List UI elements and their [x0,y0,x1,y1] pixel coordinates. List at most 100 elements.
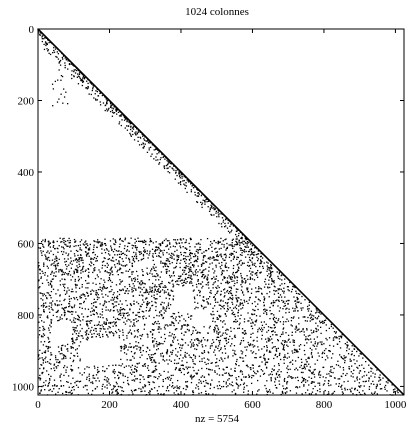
nonzero-marker [327,357,329,359]
nonzero-marker [328,349,330,352]
nonzero-marker [189,375,192,377]
nonzero-marker [252,313,254,316]
nonzero-marker [342,333,344,335]
nonzero-marker [48,259,51,262]
nonzero-marker [236,301,238,303]
nonzero-marker [233,345,236,347]
nonzero-marker [104,265,106,267]
nonzero-marker [197,338,199,340]
nonzero-marker [218,367,220,370]
nonzero-marker [112,238,114,240]
nonzero-marker [57,346,60,348]
nonzero-marker [173,387,175,389]
nonzero-marker [95,283,97,286]
nonzero-marker [327,379,330,382]
nonzero-marker [256,256,258,258]
nonzero-marker [167,293,169,296]
nonzero-marker [185,278,187,281]
nonzero-marker [283,356,285,359]
nonzero-marker [196,201,199,204]
nonzero-marker [108,250,110,252]
nonzero-marker [221,386,223,388]
nonzero-marker [88,255,90,257]
nonzero-marker [260,260,262,262]
nonzero-marker [201,375,204,377]
nonzero-marker [124,245,126,247]
nonzero-marker [47,350,49,352]
nonzero-marker [270,313,272,315]
nonzero-marker [79,248,81,251]
nonzero-marker [290,291,293,293]
nonzero-marker [97,377,99,379]
nonzero-marker [146,137,148,139]
nonzero-marker [174,266,177,269]
nonzero-marker [202,352,204,355]
nonzero-marker [74,69,76,71]
nonzero-marker [232,247,234,250]
nonzero-marker [235,360,238,363]
nonzero-marker [78,258,81,260]
nonzero-marker [142,295,144,297]
nonzero-marker [269,350,271,352]
nonzero-marker [71,321,73,323]
nonzero-marker [251,264,254,266]
nonzero-marker [140,305,142,308]
nonzero-marker [54,258,56,260]
nonzero-marker [64,313,66,316]
nonzero-marker [167,325,169,327]
nonzero-marker [284,339,286,342]
nonzero-marker [203,199,206,202]
nonzero-marker [178,284,180,286]
nonzero-marker [252,351,255,353]
nonzero-marker [133,371,136,373]
nonzero-marker [190,189,193,191]
nonzero-marker [306,305,309,308]
nonzero-marker [158,323,160,325]
nonzero-marker [179,238,181,240]
nonzero-marker [322,351,324,354]
nonzero-marker [197,242,200,244]
nonzero-marker [138,346,140,348]
nonzero-marker [137,342,140,344]
nonzero-marker [112,388,114,390]
nonzero-marker [277,318,280,320]
nonzero-marker [115,305,117,307]
nonzero-marker [320,343,323,345]
nonzero-marker [249,276,252,278]
nonzero-marker [46,345,48,348]
nonzero-marker [175,390,178,392]
nonzero-marker [238,232,240,235]
nonzero-marker [123,347,125,349]
nonzero-marker [91,390,94,392]
nonzero-marker [74,255,76,257]
nonzero-marker [144,283,146,285]
nonzero-marker [183,373,185,376]
nonzero-marker [70,267,73,269]
nonzero-marker [220,347,222,349]
nonzero-marker [164,328,166,330]
nonzero-marker [176,174,178,177]
nonzero-marker [270,277,273,280]
nonzero-marker [136,258,138,260]
nonzero-marker [291,363,294,365]
nonzero-marker [193,184,195,187]
nonzero-marker [181,175,183,177]
nonzero-marker [317,382,319,384]
nonzero-marker [287,345,289,348]
nonzero-marker [193,362,195,365]
nonzero-marker [109,310,111,312]
nonzero-marker [126,359,128,361]
nonzero-marker [158,283,160,286]
nonzero-marker [378,380,380,382]
nonzero-marker [106,384,108,386]
nonzero-marker [166,167,168,170]
nonzero-marker [155,340,158,343]
nonzero-marker [376,385,379,387]
nonzero-marker [123,345,125,348]
nonzero-marker [83,77,85,79]
nonzero-marker [147,375,149,377]
nonzero-marker [212,203,214,206]
nonzero-marker [139,291,142,293]
nonzero-marker [265,366,268,368]
nonzero-marker [70,368,72,370]
